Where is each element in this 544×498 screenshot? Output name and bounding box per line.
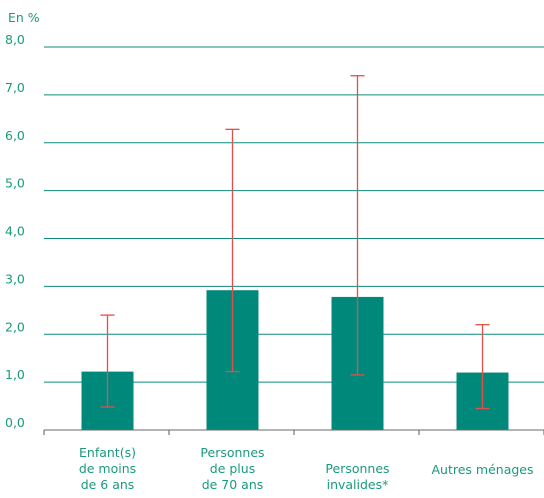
x-tick-label: Personnes de plus de 70 ans	[200, 445, 264, 492]
y-tick-label: 4,0	[5, 224, 25, 239]
x-axis-labels: Enfant(s) de moins de 6 ans Personnes de plu…	[79, 445, 534, 492]
error-bar	[350, 75, 365, 376]
y-tick-label: 7,0	[5, 80, 25, 95]
bars	[81, 290, 509, 430]
error-bar	[225, 128, 240, 373]
y-tick-label: 0,0	[5, 415, 25, 430]
error-bars	[100, 75, 490, 410]
error-bar	[475, 324, 490, 410]
error-bar	[100, 314, 115, 408]
y-axis-ticks: 0,0 1,0 2,0 3,0 4,0 5,0 6,0 7,0 8,0	[5, 32, 25, 430]
y-tick-label: 3,0	[5, 271, 25, 286]
x-tick-label: Enfant(s) de moins de 6 ans	[79, 445, 136, 492]
y-unit-label: En %	[8, 10, 40, 25]
y-tick-label: 5,0	[5, 176, 25, 191]
y-tick-label: 2,0	[5, 319, 25, 334]
x-tick-label: Personnes invalides*	[325, 461, 389, 492]
y-tick-label: 6,0	[5, 128, 25, 143]
y-tick-label: 8,0	[5, 32, 25, 47]
y-tick-label: 1,0	[5, 367, 25, 382]
x-axis	[43, 429, 544, 435]
x-tick-label: Autres ménages	[431, 462, 533, 477]
